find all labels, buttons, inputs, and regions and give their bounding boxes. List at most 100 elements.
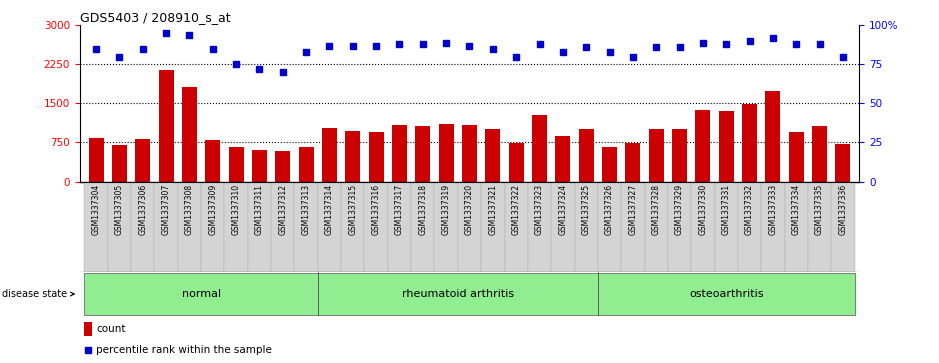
Text: GSM1337309: GSM1337309 <box>208 184 217 236</box>
Bar <box>155 182 177 272</box>
Bar <box>509 143 524 182</box>
Text: rheumatoid arthritis: rheumatoid arthritis <box>402 289 514 299</box>
Bar <box>504 182 528 272</box>
Bar <box>528 182 551 272</box>
Bar <box>765 91 780 182</box>
Text: GSM1337304: GSM1337304 <box>92 184 100 236</box>
Text: GSM1337323: GSM1337323 <box>535 184 544 235</box>
Bar <box>439 124 454 182</box>
Bar <box>299 147 314 182</box>
Text: GSM1337336: GSM1337336 <box>839 184 847 236</box>
Text: GSM1337333: GSM1337333 <box>768 184 777 236</box>
Bar <box>691 182 715 272</box>
Bar <box>789 132 804 182</box>
Text: GSM1337322: GSM1337322 <box>512 184 520 235</box>
Text: GSM1337316: GSM1337316 <box>372 184 380 235</box>
Bar <box>108 182 131 272</box>
Bar <box>551 182 575 272</box>
Bar <box>182 87 197 182</box>
Text: normal: normal <box>181 289 221 299</box>
Bar <box>598 182 622 272</box>
Bar <box>836 143 851 182</box>
Text: GSM1337306: GSM1337306 <box>138 184 147 236</box>
Text: disease state: disease state <box>2 289 74 299</box>
Bar <box>578 129 593 182</box>
Bar <box>481 182 504 272</box>
Bar <box>346 131 361 182</box>
Bar <box>85 273 317 315</box>
Text: GSM1337327: GSM1337327 <box>628 184 638 235</box>
Bar <box>762 182 784 272</box>
Text: GSM1337330: GSM1337330 <box>699 184 707 236</box>
Text: count: count <box>96 324 126 334</box>
Bar <box>622 182 644 272</box>
Bar <box>458 182 481 272</box>
Bar <box>485 130 500 182</box>
Text: GSM1337319: GSM1337319 <box>441 184 451 235</box>
Bar <box>411 182 435 272</box>
Text: GDS5403 / 208910_s_at: GDS5403 / 208910_s_at <box>80 11 230 24</box>
Text: GSM1337321: GSM1337321 <box>488 184 498 235</box>
Bar <box>341 182 364 272</box>
Bar <box>177 182 201 272</box>
Bar <box>435 182 458 272</box>
Bar <box>135 139 150 182</box>
Bar <box>206 140 221 182</box>
Bar <box>812 126 827 182</box>
Text: GSM1337311: GSM1337311 <box>255 184 264 235</box>
Text: osteoarthritis: osteoarthritis <box>689 289 763 299</box>
Text: GSM1337329: GSM1337329 <box>675 184 684 235</box>
Text: GSM1337313: GSM1337313 <box>301 184 311 235</box>
Bar <box>85 182 108 272</box>
Text: percentile rank within the sample: percentile rank within the sample <box>96 345 272 355</box>
Text: GSM1337324: GSM1337324 <box>559 184 567 235</box>
Bar <box>462 125 477 182</box>
Text: GSM1337334: GSM1337334 <box>792 184 801 236</box>
Bar <box>84 322 92 336</box>
Bar <box>159 70 174 182</box>
Bar <box>228 147 244 182</box>
Bar <box>364 182 388 272</box>
Bar <box>201 182 224 272</box>
Bar <box>555 136 570 182</box>
Bar <box>598 273 854 315</box>
Bar <box>784 182 808 272</box>
Text: GSM1337326: GSM1337326 <box>605 184 614 235</box>
Bar <box>738 182 762 272</box>
Bar <box>88 138 103 182</box>
Bar <box>112 145 127 182</box>
Bar <box>369 131 384 182</box>
Bar <box>531 115 547 182</box>
Text: GSM1337308: GSM1337308 <box>185 184 194 235</box>
Text: GSM1337314: GSM1337314 <box>325 184 334 235</box>
Bar <box>742 105 757 182</box>
Bar <box>649 129 664 182</box>
Text: GSM1337317: GSM1337317 <box>395 184 404 235</box>
Bar <box>644 182 668 272</box>
Bar <box>672 129 687 182</box>
Bar <box>602 147 617 182</box>
Text: GSM1337315: GSM1337315 <box>348 184 358 235</box>
Text: GSM1337307: GSM1337307 <box>162 184 171 236</box>
Bar <box>831 182 854 272</box>
Text: GSM1337335: GSM1337335 <box>815 184 824 236</box>
Bar <box>575 182 598 272</box>
Bar <box>718 111 733 182</box>
Text: GSM1337310: GSM1337310 <box>232 184 240 235</box>
Bar <box>668 182 691 272</box>
Bar <box>295 182 317 272</box>
Bar <box>388 182 411 272</box>
Bar <box>392 125 408 182</box>
Text: GSM1337320: GSM1337320 <box>465 184 474 235</box>
Text: GSM1337312: GSM1337312 <box>278 184 287 235</box>
Bar <box>317 273 598 315</box>
Text: GSM1337332: GSM1337332 <box>745 184 754 235</box>
Bar <box>131 182 155 272</box>
Bar <box>224 182 248 272</box>
Bar <box>715 182 738 272</box>
Bar <box>275 151 290 182</box>
Text: GSM1337331: GSM1337331 <box>722 184 731 235</box>
Text: GSM1337328: GSM1337328 <box>652 184 661 235</box>
Bar <box>252 150 267 182</box>
Bar <box>625 143 640 182</box>
